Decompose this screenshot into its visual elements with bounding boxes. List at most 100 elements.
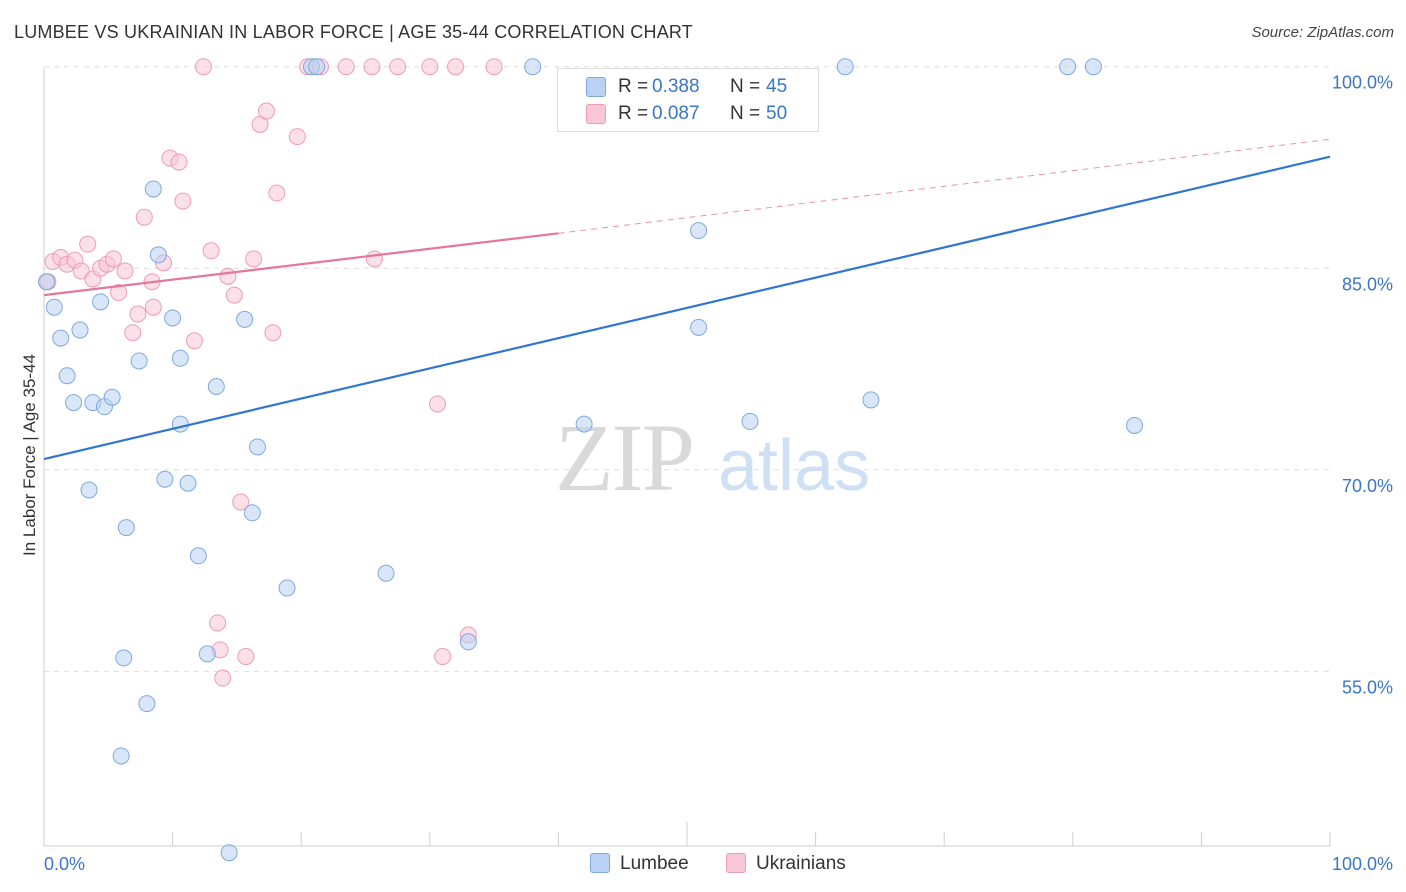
- ukrainians-point: [434, 648, 452, 666]
- y-tick-label: 55.0%: [1342, 677, 1393, 697]
- lumbee-point: [198, 645, 216, 663]
- lumbee-point: [207, 377, 225, 395]
- legend-label-ukrainians: Ukrainians: [756, 853, 846, 874]
- lumbee-point: [58, 367, 76, 385]
- ukrainians-point: [389, 58, 407, 76]
- lumbee-point: [179, 474, 197, 492]
- ukrainians-point: [110, 283, 128, 301]
- ukrainians-swatch: [586, 104, 606, 124]
- ukrainians-legend-swatch: [726, 853, 746, 873]
- trend-lines: [43, 138, 1331, 461]
- ukrainians-point: [219, 267, 237, 285]
- lumbee-point: [1126, 416, 1144, 434]
- ukrainians-point: [447, 58, 465, 76]
- ukrainians-point: [264, 324, 282, 342]
- lumbee-point: [308, 58, 326, 76]
- lumbee-point: [103, 388, 121, 406]
- watermark-atlas: atlas: [718, 426, 870, 506]
- lumbee-point: [524, 58, 542, 76]
- lumbee-point: [171, 415, 189, 433]
- lumbee-points: [38, 58, 1144, 862]
- legend-label-lumbee: Lumbee: [620, 853, 689, 874]
- ukrainians-point: [429, 395, 447, 413]
- y-tick-label: 70.0%: [1342, 476, 1393, 496]
- lumbee-point: [156, 470, 174, 488]
- watermark: ZIP atlas: [555, 404, 870, 511]
- lumbee-point: [144, 180, 162, 198]
- chart-source: Source: ZipAtlas.com: [1251, 24, 1394, 41]
- n-value: 45: [766, 76, 788, 97]
- lumbee-point: [149, 246, 167, 264]
- ukrainians-point: [209, 614, 227, 632]
- x-tick-label: 0.0%: [44, 854, 85, 874]
- watermark-zip: ZIP: [555, 404, 693, 511]
- y-tick-labels: 55.0% 70.0% 85.0% 100.0%: [1332, 73, 1393, 698]
- ukrainians-trend-line: [43, 232, 559, 297]
- lumbee-point: [52, 329, 70, 347]
- lumbee-point: [862, 391, 880, 409]
- lumbee-swatch: [586, 77, 606, 97]
- stats-legend: R = 0.388 N = 45 R = 0.087 N = 50: [557, 68, 819, 132]
- lumbee-point: [80, 481, 98, 499]
- lumbee-point: [236, 310, 254, 328]
- ukrainians-point: [337, 58, 355, 76]
- lumbee-point: [117, 519, 135, 537]
- x-tick-labels: 0.0% 100.0%: [44, 854, 1393, 874]
- lumbee-point: [65, 394, 83, 412]
- lumbee-point: [45, 298, 63, 316]
- ukrainians-point: [129, 305, 147, 323]
- grid-layer: [44, 66, 1334, 672]
- legend-item-ukrainians: Ukrainians: [726, 851, 846, 877]
- lumbee-point: [115, 649, 133, 667]
- lumbee-point: [1059, 58, 1077, 76]
- lumbee-point: [92, 293, 110, 311]
- ukrainians-point: [237, 648, 255, 666]
- ukrainians-point: [268, 184, 286, 202]
- lumbee-point: [690, 318, 708, 336]
- ukrainians-point: [232, 493, 250, 511]
- r-value: 0.388: [652, 76, 700, 97]
- x-tick-label: 100.0%: [1332, 854, 1393, 874]
- ukrainians-point: [170, 153, 188, 171]
- lumbee-point: [112, 747, 130, 765]
- ukrainians-point: [185, 332, 203, 350]
- ukrainians-point: [366, 250, 384, 268]
- lumbee-point: [38, 273, 56, 291]
- lumbee-trend-line: [43, 155, 1331, 461]
- lumbee-point: [189, 547, 207, 565]
- lumbee-point: [164, 309, 182, 327]
- n-value: 50: [766, 103, 788, 124]
- lumbee-point: [278, 579, 296, 597]
- lumbee-point: [575, 415, 593, 433]
- n-label: N =: [730, 103, 761, 124]
- lumbee-point: [243, 504, 261, 522]
- y-tick-label: 100.0%: [1332, 73, 1393, 93]
- ukrainians-point: [72, 262, 90, 280]
- r-label: R =: [618, 76, 649, 97]
- x-tick-marks: [43, 822, 1331, 846]
- lumbee-point: [220, 844, 238, 862]
- ukrainians-point: [485, 58, 503, 76]
- lumbee-point: [1084, 58, 1102, 76]
- ukrainians-point: [225, 286, 243, 304]
- lumbee-point: [248, 438, 266, 456]
- ukrainians-point: [144, 298, 162, 316]
- lumbee-point: [836, 58, 854, 76]
- ukrainians-point: [202, 242, 220, 260]
- ukrainians-point: [421, 58, 439, 76]
- lumbee-point: [138, 695, 156, 713]
- lumbee-point: [741, 412, 759, 430]
- ukrainians-point: [214, 669, 232, 687]
- r-value: 0.087: [652, 103, 700, 124]
- ukrainians-point: [257, 102, 275, 120]
- lumbee-point: [71, 321, 89, 339]
- lumbee-point: [377, 564, 395, 582]
- ukrainians-point: [104, 250, 122, 268]
- ukrainians-point: [135, 208, 153, 226]
- r-label: R =: [618, 103, 649, 124]
- ukrainians-point: [194, 58, 212, 76]
- ukrainians-point: [288, 128, 306, 146]
- y-tick-label: 85.0%: [1342, 274, 1393, 294]
- ukrainians-points: [39, 58, 503, 687]
